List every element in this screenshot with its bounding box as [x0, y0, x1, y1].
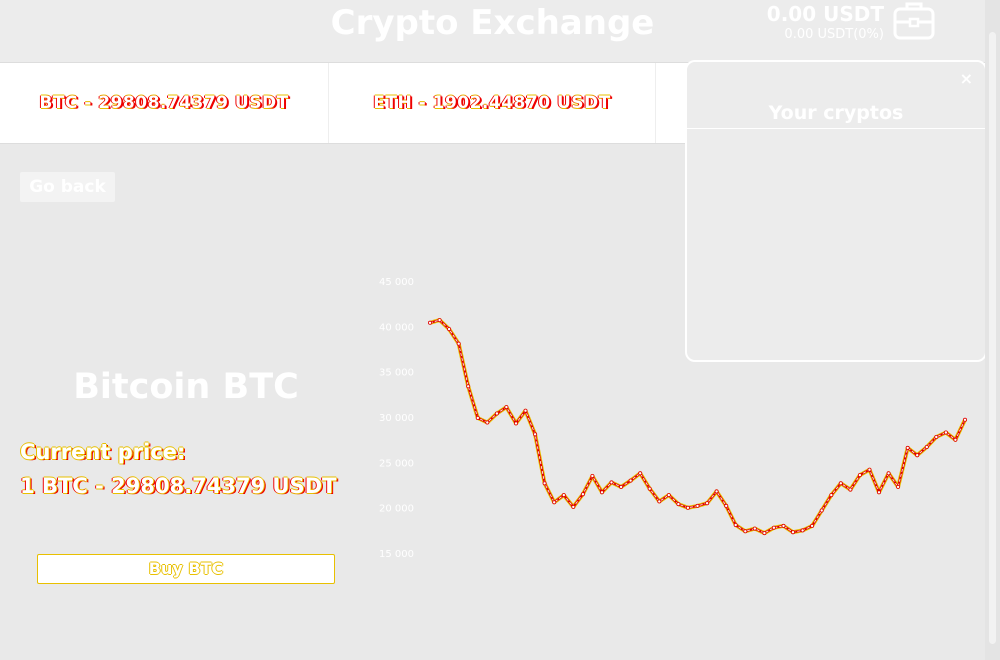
data-point: [771, 525, 776, 530]
data-point: [466, 384, 471, 389]
data-point: [781, 523, 786, 528]
data-point: [867, 467, 872, 472]
app-header: Crypto Exchange 0.00 USDT 0.00 USDT(0%): [0, 0, 985, 62]
data-point: [666, 493, 671, 498]
data-point: [628, 478, 633, 483]
y-tick-label: 25 000: [379, 458, 414, 469]
data-point: [877, 490, 882, 495]
data-point: [896, 484, 901, 489]
data-point: [743, 529, 748, 534]
data-point: [647, 486, 652, 491]
data-point: [800, 528, 805, 533]
data-point: [943, 430, 948, 435]
data-point: [953, 437, 958, 442]
ticker-item-btc[interactable]: BTC - 29808.74379 USDT: [39, 93, 289, 113]
coin-title: Bitcoin BTC: [73, 367, 299, 407]
balance-summary: 0.00 USDT 0.00 USDT(0%): [760, 2, 884, 44]
portfolio-title: Your cryptos: [768, 102, 904, 124]
balance-amount: 0.00 USDT: [766, 2, 884, 26]
data-point: [762, 531, 767, 536]
data-point: [857, 473, 862, 478]
data-point: [475, 415, 480, 420]
price-series: [428, 318, 968, 536]
data-point: [513, 421, 518, 426]
data-point: [790, 530, 795, 535]
data-point: [829, 493, 834, 498]
scrollbar-thumb[interactable]: [989, 32, 996, 644]
ticker-divider: [655, 63, 656, 143]
current-price-value: 1 BTC - 29808.74379 USDT: [20, 474, 337, 498]
wallet-icon[interactable]: [893, 0, 935, 42]
data-point: [963, 417, 968, 422]
data-point: [599, 490, 604, 495]
data-point: [915, 453, 920, 458]
data-point: [714, 489, 719, 494]
data-point: [590, 473, 595, 478]
data-point: [485, 420, 490, 425]
y-tick-label: 45 000: [379, 277, 414, 288]
portfolio-panel: × Your cryptos: [685, 60, 987, 362]
data-point: [724, 503, 729, 508]
data-point: [705, 501, 710, 506]
app-title: Crypto Exchange: [330, 3, 655, 43]
data-point: [657, 499, 662, 504]
data-point: [552, 500, 557, 505]
data-point: [934, 434, 939, 439]
vertical-scrollbar[interactable]: [985, 0, 1000, 660]
data-point: [752, 526, 757, 531]
close-icon[interactable]: ×: [959, 69, 973, 88]
data-point: [494, 411, 499, 416]
data-point: [580, 492, 585, 497]
data-point: [905, 445, 910, 450]
data-point: [619, 484, 624, 489]
data-point: [924, 444, 929, 449]
data-point: [685, 505, 690, 510]
ticker-item-eth[interactable]: ETH - 1902.44870 USDT: [373, 93, 611, 113]
data-point: [456, 341, 461, 346]
data-point: [838, 481, 843, 486]
data-point: [571, 504, 576, 509]
y-tick-label: 30 000: [379, 413, 414, 424]
buy-button[interactable]: Buy BTC: [37, 554, 335, 584]
data-point: [523, 408, 528, 413]
data-point: [542, 481, 547, 486]
data-point: [437, 318, 442, 323]
data-point: [638, 471, 643, 476]
y-tick-label: 20 000: [379, 504, 414, 515]
data-point: [561, 493, 566, 498]
current-price-label: Current price:: [20, 440, 186, 464]
data-point: [428, 320, 433, 325]
y-tick-label: 35 000: [379, 368, 414, 379]
y-axis-ticks: 45 000 40 000 35 000 30 000 25 000 20 000 15 0…: [379, 277, 414, 560]
data-point: [886, 471, 891, 476]
balance-change: 0.00 USDT(0%): [784, 27, 884, 42]
data-point: [447, 327, 452, 332]
ticker-divider: [328, 63, 329, 143]
data-point: [733, 522, 738, 527]
panel-divider: [687, 128, 985, 129]
y-tick-label: 40 000: [379, 322, 414, 333]
data-point: [533, 432, 538, 437]
data-point: [504, 405, 509, 410]
y-tick-label: 15 000: [379, 549, 414, 560]
data-point: [810, 523, 815, 528]
data-point: [848, 487, 853, 492]
go-back-button[interactable]: Go back: [20, 172, 115, 202]
price-chart: 45 000 40 000 35 000 30 000 25 000 20 000 15 0…: [379, 277, 968, 560]
data-point: [819, 508, 824, 513]
data-point: [695, 503, 700, 508]
data-point: [676, 502, 681, 507]
data-point: [609, 480, 614, 485]
